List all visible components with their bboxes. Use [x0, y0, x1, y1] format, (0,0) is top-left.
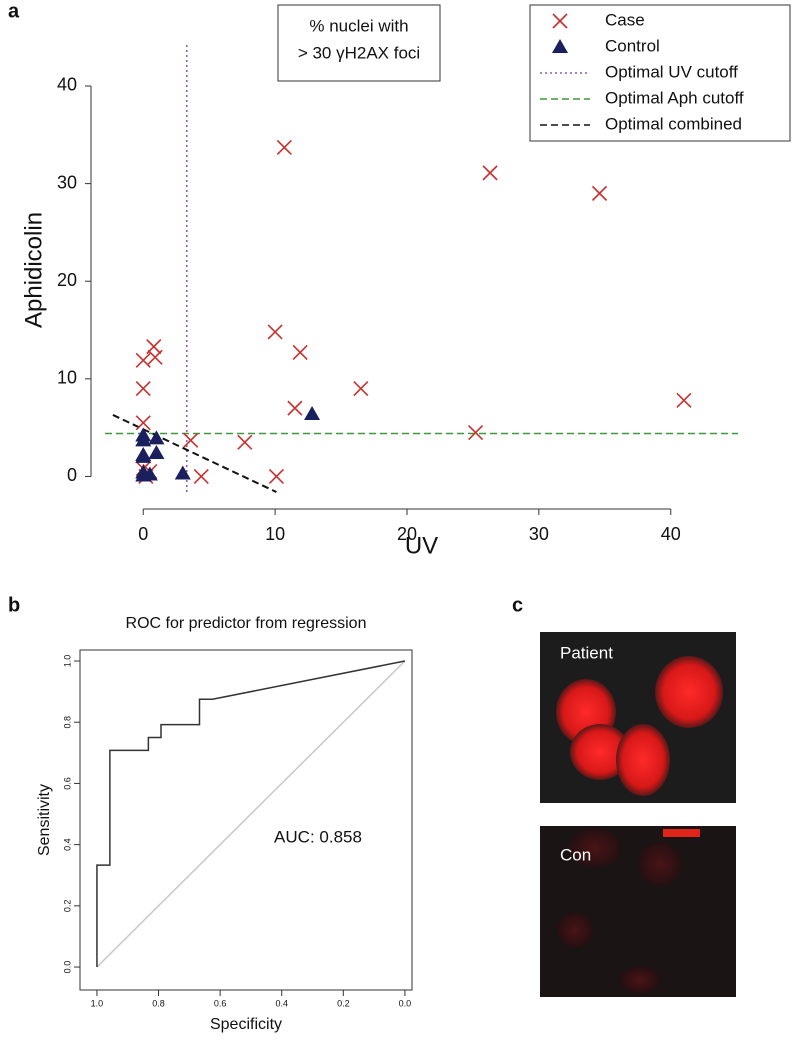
case-point — [135, 352, 151, 368]
control-point — [148, 445, 165, 460]
y-tick-label: 0.4 — [62, 838, 72, 851]
y-tick-label: 10 — [57, 368, 77, 388]
image-control: Con — [540, 826, 736, 997]
case-point — [183, 432, 199, 448]
case-point — [135, 381, 151, 397]
case-point — [135, 415, 151, 431]
case-point — [237, 434, 253, 450]
image-patient: Patient — [540, 632, 736, 803]
panel-label: c — [512, 594, 523, 616]
x-tick-label: 0.0 — [399, 998, 412, 1008]
annotation-box — [277, 4, 441, 82]
y-tick-label: 0.0 — [62, 961, 72, 974]
legend-label: Optimal Aph cutoff — [605, 88, 744, 107]
x-tick-label: 20 — [397, 524, 417, 544]
line — [96, 660, 406, 968]
y-tick-label: 20 — [57, 270, 77, 290]
panel-label: a — [8, 0, 20, 22]
plot-area — [105, 45, 738, 495]
x-tick-label: 10 — [265, 524, 285, 544]
control-point — [148, 430, 165, 445]
y-tick-label: 40 — [57, 75, 77, 95]
plot-frame — [79, 649, 413, 991]
x-tick-label: 0.6 — [214, 998, 227, 1008]
x-axis-label: UV — [405, 532, 438, 559]
annotation: > 30 γH2AX foci — [298, 43, 420, 62]
case-point — [468, 424, 484, 441]
legend-label: Control — [605, 36, 660, 55]
image-label: Patient — [560, 643, 613, 662]
case-point — [482, 165, 498, 181]
x-tick-label: 40 — [661, 524, 681, 544]
legend-label: Optimal UV cutoff — [605, 62, 738, 81]
annotation: % nuclei with — [309, 16, 408, 35]
plot-area — [96, 660, 406, 968]
legend-symbol — [552, 39, 568, 53]
case-point — [267, 324, 283, 340]
case-point — [292, 344, 308, 361]
x-tick-label: 0.8 — [152, 998, 165, 1008]
control-point — [135, 448, 152, 463]
legend-symbol — [552, 13, 568, 29]
line — [96, 660, 406, 968]
legend-label: Case — [605, 10, 645, 29]
x-tick-label: 0.4 — [275, 998, 288, 1008]
control-point — [304, 405, 321, 420]
annotation: AUC: 0.858 — [274, 827, 362, 846]
case-point — [591, 185, 608, 201]
x-axis-label: Specificity — [210, 1016, 282, 1033]
y-tick-label: 0.6 — [62, 777, 72, 790]
y-axis-label: Aphidicolin — [20, 212, 47, 328]
image-label: Con — [560, 845, 591, 864]
panel-label: b — [8, 594, 20, 616]
case-point — [276, 139, 292, 156]
case-point — [287, 400, 303, 416]
case-point — [676, 392, 692, 408]
x-tick-label: 0 — [138, 524, 148, 544]
y-tick-label: 0 — [67, 465, 77, 485]
control-point — [174, 465, 191, 480]
y-tick-label: 30 — [57, 172, 77, 192]
chart-title: ROC for predictor from regression — [126, 615, 367, 632]
y-tick-label: 0.8 — [62, 716, 72, 729]
control-point — [135, 432, 152, 447]
x-tick-label: 30 — [529, 524, 549, 544]
case-point — [147, 349, 163, 365]
legend-label: Optimal combined — [605, 114, 742, 133]
y-tick-label: 0.2 — [62, 900, 72, 913]
x-tick-label: 1.0 — [91, 998, 104, 1008]
line — [112, 414, 277, 493]
y-tick-label: 1.0 — [62, 655, 72, 668]
y-axis-label: Sensitivity — [36, 784, 53, 856]
x-tick-label: 0.2 — [337, 998, 350, 1008]
case-point — [193, 468, 209, 485]
case-point — [268, 468, 285, 485]
case-point — [353, 381, 369, 397]
control-point — [135, 467, 152, 482]
legend: Case Control Optimal UV cutoff Optimal Aph … — [529, 4, 791, 142]
legend-box — [529, 4, 791, 142]
